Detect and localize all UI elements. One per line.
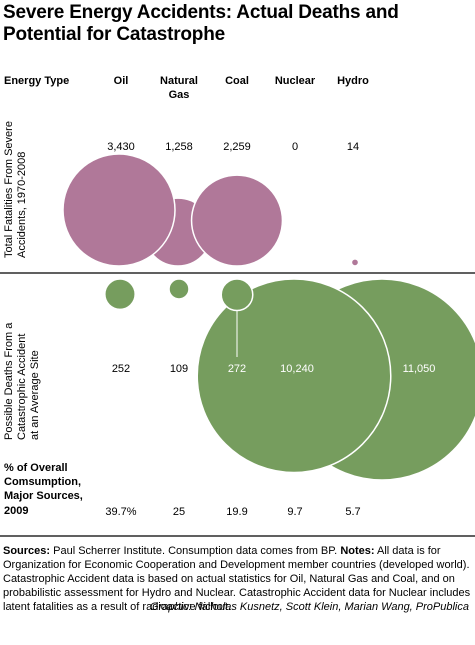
consumption-label-line-1: % of Overall bbox=[4, 462, 68, 474]
catastrophe-row-label-line-1: Possible Deaths From a bbox=[3, 322, 15, 440]
fatalities-row-label-line-2: Accidents, 1970-2008 bbox=[16, 152, 28, 258]
category-header-natural-gas-line-2: Gas bbox=[169, 89, 190, 101]
catastrophe-bubble-coal bbox=[220, 278, 254, 312]
fatalities-row-label-line-1: Total Fatalities From Severe bbox=[3, 121, 15, 258]
catastrophe-label-nuclear: 10,240 bbox=[280, 363, 314, 375]
fatalities-bubble-oil bbox=[62, 153, 176, 267]
sources-note: Sources: Paul Scherrer Institute. Consum… bbox=[3, 544, 473, 614]
header-energy-type: Energy Type bbox=[4, 75, 69, 87]
consumption-label-hydro: 5.7 bbox=[345, 506, 360, 518]
consumption-label-nuclear: 9.7 bbox=[287, 506, 302, 518]
sources-text: Paul Scherrer Institute. Consumption dat… bbox=[53, 545, 338, 557]
catastrophe-label-oil: 252 bbox=[112, 363, 130, 375]
consumption-label-line-3: Major Sources, bbox=[4, 490, 83, 502]
chart-title-line-1: Severe Energy Accidents: Actual Deaths a… bbox=[3, 2, 399, 23]
fatalities-bubble-coal bbox=[190, 174, 284, 267]
fatalities-label-nuclear: 0 bbox=[292, 141, 298, 153]
chart-title-line-2: Potential for Catastrophe bbox=[3, 24, 225, 45]
catastrophe-bubble-nuclear bbox=[196, 278, 392, 474]
fatalities-label-oil: 3,430 bbox=[107, 141, 135, 153]
catastrophe-bubble-oil bbox=[104, 278, 136, 311]
catastrophe-label-natural-gas: 109 bbox=[170, 363, 188, 375]
catastrophe-row-label-line-2: Catastrophic Accident bbox=[16, 334, 28, 440]
catastrophe-row-label-line-3: at an Average Site bbox=[29, 350, 41, 440]
chart-title: Severe Energy Accidents: Actual Deaths a… bbox=[3, 2, 473, 46]
fatalities-label-natural-gas: 1,258 bbox=[165, 141, 193, 153]
category-header-natural-gas-line-1: Natural bbox=[160, 75, 198, 87]
notes-text: All data is for Organization for Economi… bbox=[3, 545, 471, 613]
fatalities-label-coal: 2,259 bbox=[223, 141, 251, 153]
fatalities-label-hydro: 14 bbox=[347, 141, 359, 153]
consumption-label-line-4: 2009 bbox=[4, 505, 28, 517]
consumption-label-natural-gas: 25 bbox=[173, 506, 185, 518]
consumption-label-oil: 39.7% bbox=[105, 506, 136, 518]
consumption-label-coal: 19.9 bbox=[226, 506, 247, 518]
fatalities-bubble-hydro bbox=[350, 258, 360, 267]
consumption-label-line-2: Comsumption, bbox=[4, 476, 81, 488]
catastrophe-label-hydro: 11,050 bbox=[403, 363, 436, 375]
sources-label: Sources: bbox=[3, 545, 51, 557]
category-header-oil: Oil bbox=[114, 75, 129, 87]
catastrophe-bubble-natural-gas bbox=[168, 278, 190, 300]
catastrophe-label-coal: 272 bbox=[228, 363, 246, 375]
bubble-chart: Energy Type Oil Natural Gas Coal Nuclear Hydr… bbox=[0, 75, 475, 537]
category-header-coal: Coal bbox=[225, 75, 249, 87]
category-header-hydro: Hydro bbox=[337, 75, 369, 87]
notes-label: Notes: bbox=[340, 545, 375, 557]
graphic-credit: Graphic: Nicholas Kusnetz, Scott Klein, … bbox=[150, 601, 469, 613]
category-header-nuclear: Nuclear bbox=[275, 75, 316, 87]
